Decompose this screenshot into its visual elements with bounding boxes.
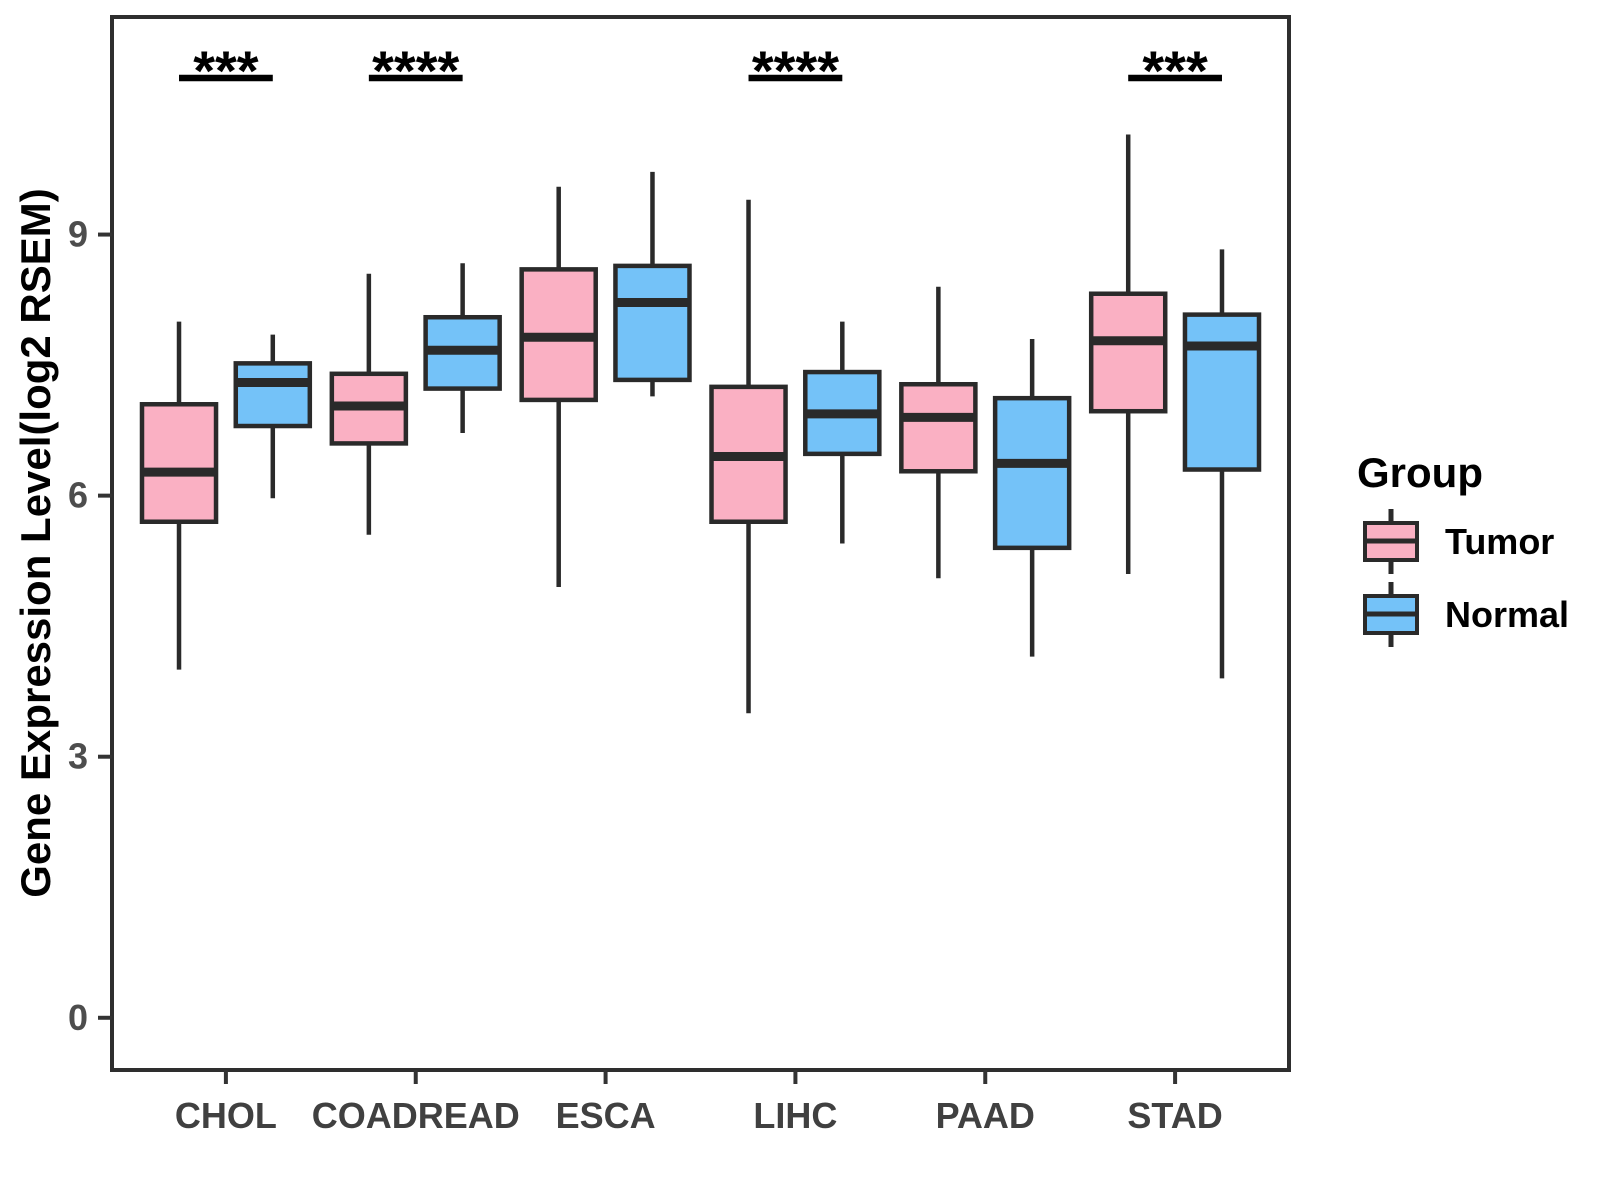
x-tick-label-chol: CHOL — [175, 1095, 277, 1136]
box-tumor-chol — [139, 402, 219, 524]
legend: Group Tumor Normal — [1357, 449, 1569, 647]
significance-layer: *** **** **** *** — [179, 39, 1222, 102]
x-tick-label-esca: ESCA — [556, 1095, 656, 1136]
legend-label-tumor: Tumor — [1445, 521, 1554, 562]
axes-layer: 0 3 6 9 CHOL COADREAD ESCA LIHC PAAD STAD — [68, 214, 1223, 1136]
legend-title: Group — [1357, 449, 1483, 496]
box-tumor-paad — [899, 381, 978, 474]
y-axis-title: Gene Expression Level(log2 RSEM) — [12, 188, 59, 898]
x-tick-label-stad: STAD — [1127, 1095, 1222, 1136]
legend-label-normal: Normal — [1445, 594, 1569, 635]
box-normal-stad — [1182, 312, 1262, 472]
legend-item-normal: Normal — [1363, 582, 1569, 647]
legend-item-tumor: Tumor — [1363, 509, 1554, 574]
box-tumor-stad — [1088, 291, 1168, 414]
box-normal-chol — [233, 361, 313, 429]
x-tick-label-lihc: LIHC — [753, 1095, 837, 1136]
boxplot-layer — [139, 134, 1262, 714]
y-tick-label: 6 — [68, 475, 88, 516]
plot-panel-border — [110, 15, 1291, 1072]
sig-label-stad: *** — [1142, 39, 1208, 102]
y-tick-label: 9 — [68, 214, 88, 255]
box-normal-paad — [992, 395, 1072, 551]
y-tick-label: 3 — [68, 736, 88, 777]
x-tick-label-coadread: COADREAD — [312, 1095, 520, 1136]
x-tick-label-paad: PAAD — [936, 1095, 1035, 1136]
box-normal-esca — [613, 263, 692, 383]
sig-label-coadread: **** — [372, 39, 459, 102]
y-tick-label: 0 — [68, 997, 88, 1038]
sig-label-lihc: **** — [752, 39, 839, 102]
sig-label-chol: *** — [193, 39, 259, 102]
